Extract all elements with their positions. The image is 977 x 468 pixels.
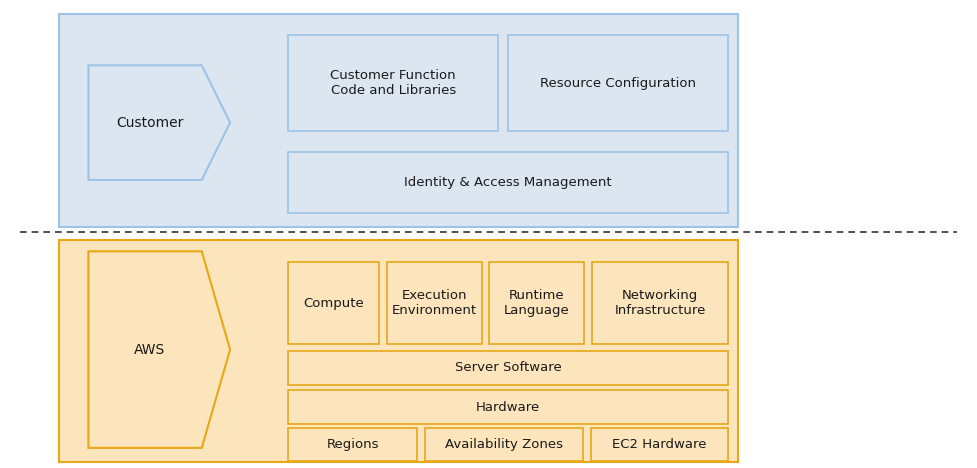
Text: Runtime
Language: Runtime Language [504,289,570,317]
Text: Regions: Regions [326,438,379,451]
FancyBboxPatch shape [288,262,379,344]
Text: EC2 Hardware: EC2 Hardware [613,438,706,451]
Text: Execution
Environment: Execution Environment [392,289,477,317]
FancyBboxPatch shape [59,240,738,462]
Text: Identity & Access Management: Identity & Access Management [404,176,612,189]
Text: Server Software: Server Software [454,361,562,374]
FancyBboxPatch shape [288,351,728,385]
Text: Compute: Compute [303,297,364,309]
FancyBboxPatch shape [489,262,584,344]
Text: Customer Function
Code and Libraries: Customer Function Code and Libraries [330,69,456,97]
FancyBboxPatch shape [591,428,728,461]
Polygon shape [89,251,231,448]
Text: Customer: Customer [116,116,184,130]
FancyBboxPatch shape [508,35,728,131]
Text: Availability Zones: Availability Zones [446,438,563,451]
FancyBboxPatch shape [387,262,482,344]
FancyBboxPatch shape [425,428,583,461]
Text: Resource Configuration: Resource Configuration [540,77,696,89]
FancyBboxPatch shape [288,35,498,131]
Text: Networking
Infrastructure: Networking Infrastructure [615,289,705,317]
FancyBboxPatch shape [592,262,728,344]
Text: AWS: AWS [134,343,165,357]
FancyBboxPatch shape [59,14,738,227]
Text: Hardware: Hardware [476,401,540,414]
Polygon shape [89,65,231,180]
FancyBboxPatch shape [288,428,417,461]
FancyBboxPatch shape [288,390,728,424]
FancyBboxPatch shape [288,152,728,213]
